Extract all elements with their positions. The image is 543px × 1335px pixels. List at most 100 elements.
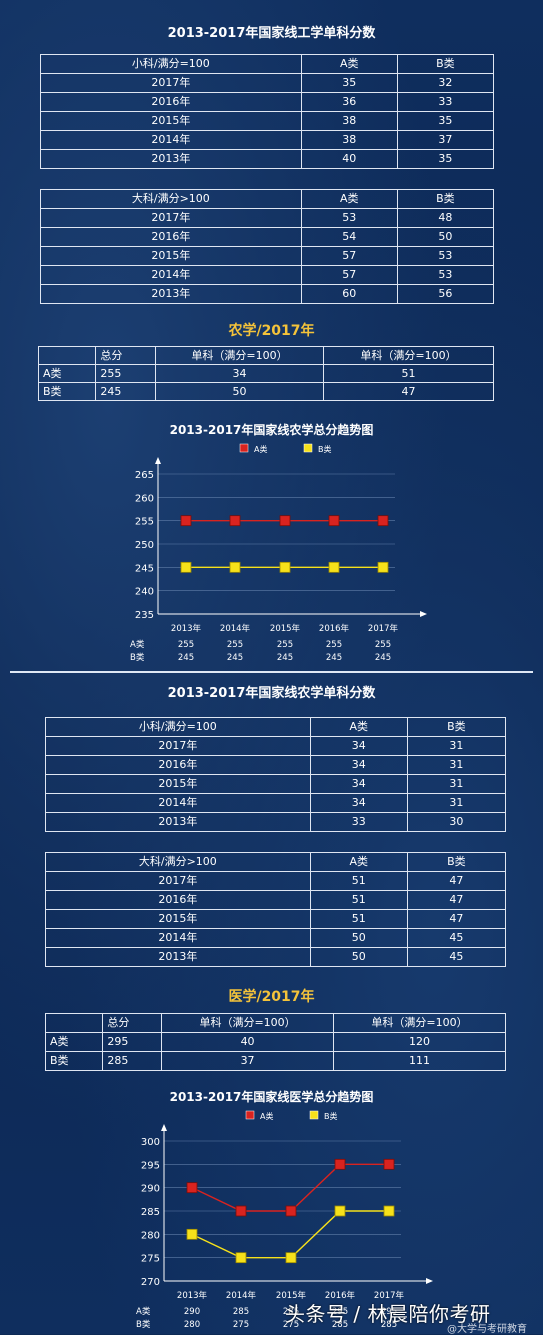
agriculture-big-header-row: 大科/满分>100 A类 B类 [45,852,507,872]
y-tick-label: 290 [141,1184,160,1195]
table-cell: 31 [406,755,507,775]
table-cell: 245 [95,382,157,401]
table-cell: 34 [309,755,408,775]
data-label: 255 [277,640,293,650]
table-cell: 45 [406,947,507,967]
table-cell: 34 [309,774,408,794]
table-cell: 34 [309,793,408,813]
table-cell: 50 [309,947,408,967]
data-label: 255 [326,640,342,650]
table-header-cell: B类 [396,189,495,209]
medicine-summary-header-row: 总分 单科（满分=100） 单科（满分=100） [44,1013,506,1033]
table-cell: A类 [44,1032,104,1052]
table-header-cell: 总分 [102,1013,163,1033]
table-header-cell: 单科（满分=100） [323,346,494,365]
agriculture-summary-row: A类 255 34 51 [37,364,494,383]
data-label: 275 [233,1320,249,1330]
engineering-small-header-row: 小科/满分=100 A类 B类 [40,54,495,74]
x-tick-label: 2013年 [177,1290,208,1301]
table-cell: 57 [300,246,398,266]
data-label: 285 [233,1307,249,1317]
medicine-trend-chart: A类 B类 270 275 280 285 290 295 300 2013年 2014年 2015年… [136,1110,433,1330]
data-point [383,1205,395,1217]
x-tick-label: 2016年 [319,623,350,634]
table-header-cell: B类 [406,852,507,872]
medicine-subtitle: 医学/2017年 [228,989,315,1005]
medicine-summary-row: A类 295 40 120 [44,1032,506,1052]
medicine-summary-table: 总分 单科（满分=100） 单科（满分=100） A类 295 40 120 B类 285 37 1… [44,1013,506,1071]
data-point [285,1205,297,1217]
table-header-cell: 单科（满分=100） [161,1013,335,1033]
agriculture-trend-chart: A类 B类 235 240 245 250 255 260 265 2013年 2014年 2015年… [130,443,427,663]
table-header-cell: 大科/满分>100 [40,189,302,209]
table-cell: 51 [309,909,408,929]
table-cell: 34 [155,364,325,383]
data-point [279,515,291,527]
table-cell: 51 [323,364,494,383]
data-label: 245 [326,653,342,663]
table-header-cell: A类 [309,852,408,872]
data-point [186,1228,198,1240]
x-tick-label: 2015年 [270,623,301,634]
table-cell: 45 [406,928,507,948]
table-cell: 2015年 [45,909,311,929]
data-row-label: B类 [136,1319,151,1330]
table-cell: 34 [309,736,408,756]
table-cell: 53 [396,265,495,285]
agriculture-summary-row: B类 245 50 47 [37,382,494,401]
data-point [334,1158,346,1170]
engineering-big-row: 2014年 57 53 [40,265,495,285]
agriculture-small-header-row: 小科/满分=100 A类 B类 [45,717,507,737]
table-cell: 2013年 [45,947,311,967]
data-point [279,561,291,573]
x-tick-label: 2014年 [226,1290,257,1301]
agriculture-big-row: 2015年 51 47 [45,909,507,929]
engineering-small-row: 2017年 35 32 [40,73,495,93]
table-header-cell: 大科/满分>100 [45,852,311,872]
table-cell: 51 [309,890,408,910]
data-point [235,1205,247,1217]
table-cell: 54 [300,227,398,247]
watermark-text: 头条号 / 林晨陪你考研 [285,1302,491,1326]
table-header-cell: A类 [300,189,398,209]
data-label: 255 [227,640,243,650]
agriculture-medicine-panel: 2013-2017年国家线农学单科分数 小科/满分=100 A类 B类 2017年 34… [10,676,533,1334]
watermark-subtext: @大学与考研教育 [447,1324,527,1335]
table-header-cell: 总分 [95,346,157,365]
table-cell: 51 [309,871,408,891]
agriculture-subtitle: 农学/2017年 [228,323,315,339]
x-axis-arrow [420,611,427,617]
table-header-cell [37,346,97,365]
agriculture-big-row: 2017年 51 47 [45,871,507,891]
table-cell: 37 [161,1051,335,1071]
agriculture-small-subject-table: 小科/满分=100 A类 B类 2017年 34 31 2016年 34 31 2015年 34 31… [45,717,507,832]
agriculture-summary-table: 总分 单科（满分=100） 单科（满分=100） A类 255 34 51 B类 245 50 47 [37,346,494,401]
table-cell: 2015年 [40,111,302,131]
legend-swatch [245,1110,255,1120]
table-cell: 37 [396,130,495,150]
table-cell: 2013年 [40,284,302,304]
table-cell: B类 [37,382,97,401]
table-cell: 47 [406,909,507,929]
data-label: 285 [381,1320,397,1330]
engineering-agriculture-panel: 2013-2017年国家线工学单科分数 小科/满分=100 A类 B类 2017年 35… [10,6,533,670]
legend-swatch [309,1110,319,1120]
y-tick-label: 240 [135,587,154,598]
table-cell: 2014年 [40,130,302,150]
engineering-big-row: 2017年 53 48 [40,208,495,228]
table-cell: 2016年 [45,755,311,775]
data-label: 290 [184,1307,200,1317]
data-point [334,1205,346,1217]
section-divider [10,671,533,673]
data-label: 295 [381,1307,397,1317]
table-cell: 111 [333,1051,506,1071]
table-cell: 2013年 [40,149,302,169]
table-cell: 2014年 [45,928,311,948]
legend-label: A类 [254,444,267,454]
agriculture-small-row: 2015年 34 31 [45,774,507,794]
data-label: 280 [184,1320,200,1330]
table-cell: 295 [102,1032,163,1052]
data-row-label: A类 [130,639,145,650]
table-header-cell: B类 [406,717,507,737]
table-cell: 2017年 [40,73,302,93]
